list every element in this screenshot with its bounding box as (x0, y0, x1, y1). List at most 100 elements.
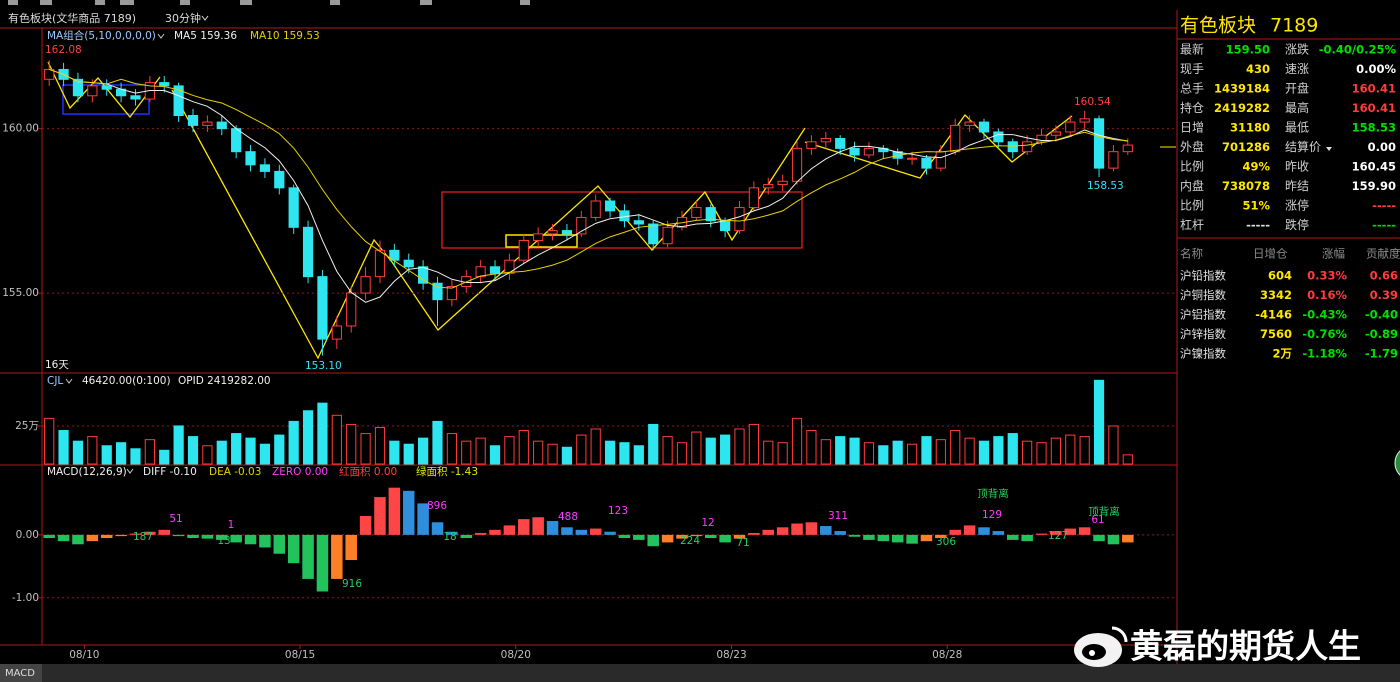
quote-value: 1439184 (1214, 82, 1270, 96)
quote-code: 7189 (1270, 15, 1318, 37)
macd-annotation: 129 (982, 509, 1002, 521)
macd-bar (474, 532, 487, 535)
candle-body (504, 259, 515, 274)
price-annotation: 16天 (45, 359, 69, 371)
candle-body (489, 266, 501, 274)
macd-bar (72, 534, 84, 545)
macd-bar (647, 534, 659, 547)
candle-body (561, 230, 573, 235)
candle-body (964, 121, 975, 126)
volume-bar (346, 423, 357, 465)
macd-bar (719, 534, 731, 543)
macd-bar (1021, 534, 1033, 542)
macd-annotation: 61 (1091, 514, 1104, 526)
candle-body (518, 239, 529, 261)
volume-bar (993, 436, 1004, 465)
table-cell: -0.43% (1302, 308, 1347, 322)
quote-value: -0.40/0.25% (1319, 43, 1397, 57)
macd-bar (848, 534, 861, 537)
macd-bar (417, 503, 429, 535)
legend-entry: DIFF -0.10 (143, 466, 197, 478)
legend-entry: 46420.00(0:100) (82, 375, 171, 387)
table-header: 贡献度 (1366, 247, 1400, 261)
macd-bar (906, 534, 918, 544)
table-cell: 0.16% (1307, 288, 1347, 302)
macd-annotation: 896 (427, 500, 447, 512)
candle-body (72, 78, 84, 97)
candle-body (576, 216, 587, 235)
legend-entry: DEA -0.03 (209, 466, 261, 478)
macd-bar (762, 529, 775, 535)
macd-annotation: 123 (608, 505, 628, 517)
quote-label: 内盘 (1180, 178, 1204, 193)
macd-bar (230, 534, 242, 543)
macd-annotation: 311 (828, 510, 848, 522)
macd-bar (287, 534, 300, 564)
volume-bar (173, 425, 184, 465)
volume-bar (777, 442, 788, 465)
table-cell: 0.66 (1370, 269, 1398, 283)
candle-body (418, 266, 429, 284)
quote-value: ----- (1246, 218, 1270, 232)
candle-body (1122, 144, 1133, 153)
candle-body (748, 187, 759, 209)
macd-bar (316, 534, 329, 592)
quote-value: 160.41 (1352, 101, 1396, 115)
legend-entry: MA10 159.53 (250, 30, 320, 42)
macd-bar (446, 531, 458, 535)
macd-bar (618, 534, 631, 539)
macd-bar (172, 534, 185, 537)
macd-annotation: 1 (228, 519, 235, 531)
legend-entry: 绿面积 -1.43 (416, 465, 478, 478)
volume-bar (576, 434, 587, 465)
volume-bar (87, 436, 98, 465)
candle-body (187, 115, 199, 126)
candle-body (648, 223, 659, 245)
symbol-label[interactable]: 有色板块(文华商品 7189) (8, 11, 136, 25)
period-chevron[interactable] (201, 15, 209, 21)
macd-bar (503, 525, 516, 535)
quote-label: 昨收 (1285, 160, 1309, 174)
macd-bar (259, 534, 271, 548)
period-label[interactable]: 30分钟 (165, 11, 201, 25)
table-header: 涨幅 (1322, 247, 1345, 261)
volume-bar (763, 440, 774, 465)
quote-value: 51% (1242, 199, 1270, 213)
tab[interactable] (0, 664, 42, 682)
macd-bar (144, 531, 156, 535)
x-tick-label: 08/10 (69, 649, 99, 661)
table-cell: -0.76% (1302, 327, 1347, 341)
quote-value: 158.53 (1352, 121, 1396, 135)
macd-bar (216, 534, 228, 540)
macd-bar (331, 534, 343, 579)
y-tick-label: 155.00 (2, 287, 39, 299)
price-annotation: 158.53 (1087, 180, 1124, 192)
table-header: 名称 (1180, 247, 1203, 261)
macd-chevron[interactable] (126, 468, 134, 474)
cjl-chevron[interactable] (65, 378, 73, 384)
quote-label: 最新 (1180, 42, 1204, 57)
table-cell: -0.40 (1365, 308, 1398, 322)
side-button[interactable] (1394, 446, 1400, 480)
settle-chevron[interactable] (1326, 147, 1332, 151)
x-tick-label: 08/28 (932, 649, 962, 661)
candle-body (101, 85, 112, 90)
macd-bar (704, 534, 717, 539)
volume-bar (202, 445, 213, 465)
ma-chevron[interactable] (157, 33, 165, 39)
quote-value: 49% (1242, 160, 1270, 174)
macd-bar (546, 521, 559, 535)
candle-body (863, 147, 875, 156)
macd-bar (100, 534, 113, 539)
volume-bar (231, 433, 242, 465)
y-tick-label: 160.00 (2, 123, 39, 135)
table-cell: 沪锌指数 (1180, 327, 1226, 341)
macd-bar (518, 519, 530, 535)
candle-body (935, 151, 946, 169)
candle-body (159, 82, 170, 87)
tab-label[interactable]: MACD (5, 668, 35, 679)
quote-value: 160.41 (1352, 82, 1396, 96)
macd-bar (1050, 531, 1062, 535)
volume-bar (432, 420, 443, 465)
